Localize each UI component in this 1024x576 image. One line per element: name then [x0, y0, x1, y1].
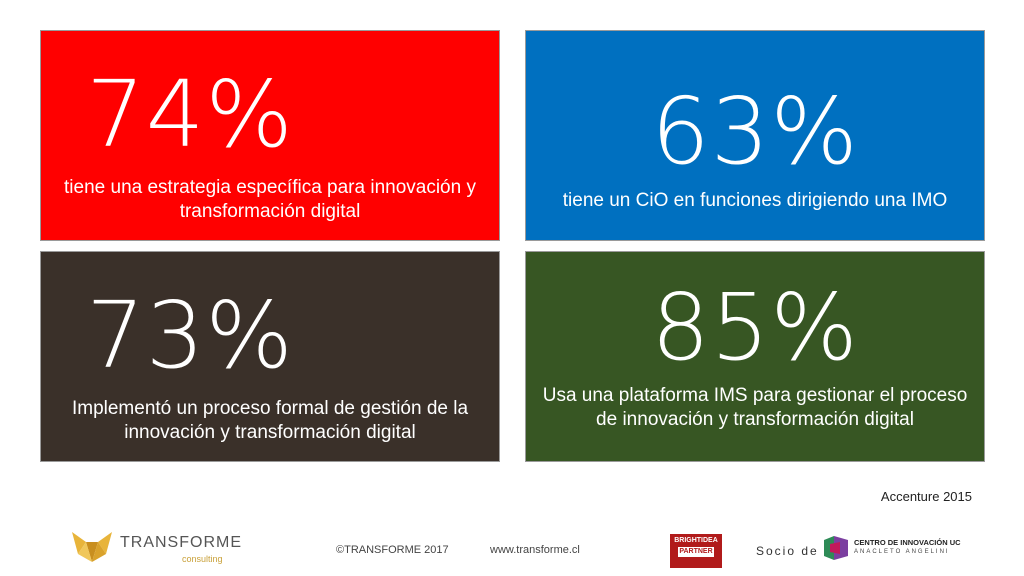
brightidea-name: BRIGHTIDEA [674, 537, 718, 544]
copyright: ©TRANSFORME 2017 [336, 544, 449, 556]
centro-innovacion-logo: CENTRO DE INNOVACIÓN UC ANACLETO ANGELIN… [822, 534, 972, 564]
stat-percent: 74% [86, 61, 294, 168]
brightidea-badge: BRIGHTIDEA PARTNER [670, 534, 722, 568]
logo-name: TRANSFORME [120, 534, 242, 551]
partner-subtitle: ANACLETO ANGELINI [854, 549, 950, 555]
source-citation: Accenture 2015 [880, 489, 972, 504]
stat-percent: 85% [651, 274, 859, 381]
stat-tile-ims: 85% Usa una plataforma IMS para gestiona… [525, 251, 985, 462]
logo-subtitle: consulting [182, 554, 223, 564]
centro-innovacion-mark-icon [824, 536, 848, 560]
partner-name: CENTRO DE INNOVACIÓN UC [854, 538, 961, 547]
origami-fox-icon [72, 532, 112, 562]
footer: TRANSFORME consulting ©TRANSFORME 2017 w… [0, 520, 1024, 576]
stat-tile-cio: 63% tiene un CiO en funciones dirigiendo… [525, 30, 985, 241]
brightidea-partner: PARTNER [678, 547, 714, 557]
socio-label: Socio de [756, 544, 819, 558]
stat-tile-process: 73% Implementó un proceso formal de gest… [40, 251, 500, 462]
stat-percent: 73% [86, 282, 294, 389]
stat-description: Usa una plataforma IMS para gestionar el… [542, 385, 968, 430]
stat-tile-strategy: 74% tiene una estrategia específica para… [40, 30, 500, 241]
stat-description: Implementó un proceso formal de gestión … [71, 398, 469, 443]
stat-description: tiene un CiO en funciones dirigiendo una… [562, 190, 948, 211]
website-link[interactable]: www.transforme.cl [490, 544, 580, 556]
stat-description: tiene una estrategia específica para inn… [64, 177, 476, 222]
transforme-logo: TRANSFORME consulting [70, 528, 241, 568]
stat-percent: 63% [651, 78, 859, 185]
